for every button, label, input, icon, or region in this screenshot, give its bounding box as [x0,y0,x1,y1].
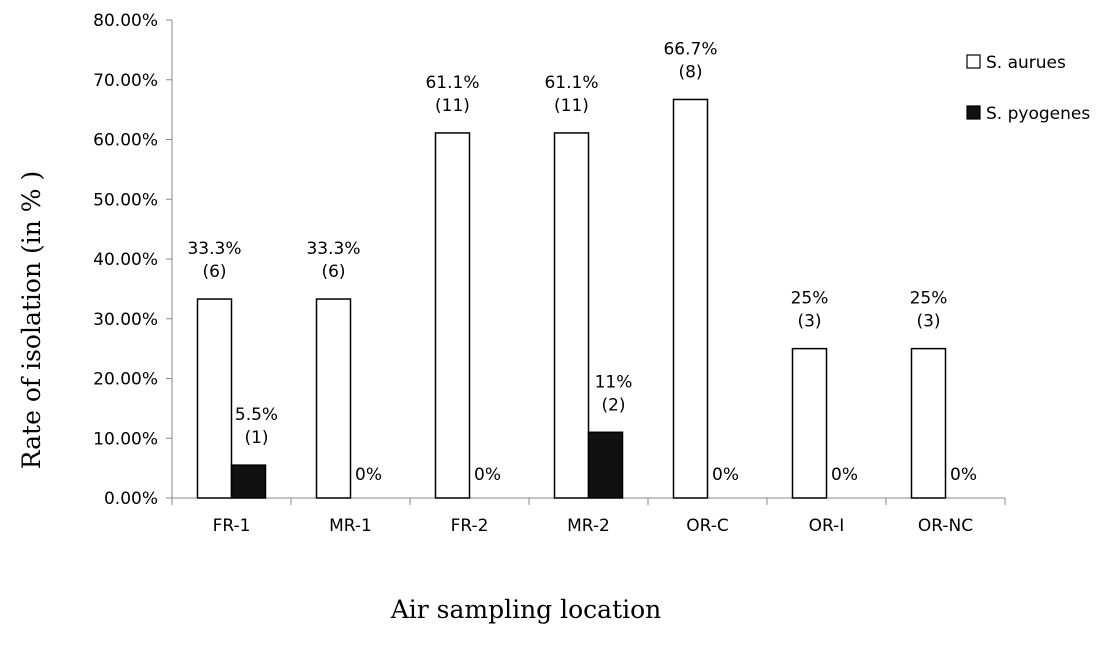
data-label-s-pyogenes-or-i: 0% [831,465,858,485]
y-tick-label: 50.00% [93,190,158,210]
y-tick-label: 20.00% [93,370,158,390]
bars [196,98,947,499]
data-label-s-pyogenes-mr-1: 0% [355,465,382,485]
data-label-s-pyogenes-mr-2: (2) [601,395,625,415]
data-label-s-pyogenes-mr-2: 11% [595,372,633,392]
data-label-s-aurues-or-i: (3) [797,312,821,332]
x-tick-label-or-c: OR-C [686,516,729,536]
legend-swatch-s-aurues [966,54,981,69]
data-label-s-aurues-fr-2: 61.1% [425,73,479,93]
data-label-s-aurues-or-nc: 25% [910,289,948,309]
legend-label-s-aurues: S. aurues [986,53,1066,73]
x-tick-label-fr-2: FR-2 [451,516,489,536]
x-tick-label-mr-1: MR-1 [329,516,372,536]
y-tick-label: 10.00% [93,429,158,449]
data-label-s-pyogenes-or-nc: 0% [950,465,977,485]
data-label-s-aurues-or-c: (8) [678,62,702,82]
data-label-s-pyogenes-fr-2: 0% [474,465,501,485]
y-axis-title: Rate of isolation (in % ) [17,171,46,470]
x-tick-label-fr-1: FR-1 [213,516,251,536]
bar-s-aurues-fr-1 [196,298,233,499]
data-label-s-pyogenes-or-c: 0% [712,465,739,485]
y-tick-label: 0.00% [104,489,158,509]
bar-s-aurues-or-i [791,347,828,499]
data-label-s-aurues-or-i: 25% [791,289,829,309]
y-tick-label: 30.00% [93,310,158,330]
y-tick-label: 60.00% [93,131,158,151]
data-label-s-aurues-mr-1: 33.3% [306,239,360,259]
data-label-s-aurues-mr-1: (6) [321,262,345,282]
bar-s-aurues-mr-2 [553,132,590,499]
bar-s-aurues-or-nc [910,347,947,499]
y-tick-label: 70.00% [93,71,158,91]
legend: S. aurues S. pyogenes [966,53,1090,124]
y-axis: 0.00% 10.00% 20.00% 30.00% 40.00% 50.00% 60.00… [93,11,173,509]
data-labels: 33.3% (6) 5.5% (1) 33.3% (6) 0% 61.1% (11) 0% 61.1… [187,39,977,485]
x-axis: FR-1 MR-1 FR-2 MR-2 OR-C OR-I OR-NC [171,497,1006,536]
bar-s-pyogenes-mr-2 [587,431,624,499]
data-label-s-aurues-fr-1: 33.3% [187,239,241,259]
bar-s-aurues-mr-1 [315,298,352,499]
data-label-s-aurues-mr-2: 61.1% [544,73,598,93]
x-tick-label-mr-2: MR-2 [567,516,610,536]
legend-label-s-pyogenes: S. pyogenes [986,104,1090,124]
data-label-s-aurues-mr-2: (11) [554,96,589,116]
bar-s-pyogenes-fr-1 [230,464,267,499]
data-label-s-aurues-fr-1: (6) [202,262,226,282]
bar-s-aurues-or-c [672,98,709,499]
bar-s-aurues-fr-2 [434,132,471,499]
x-tick-label-or-nc: OR-NC [918,516,973,536]
data-label-s-pyogenes-fr-1: 5.5% [235,405,278,425]
y-tick-label: 40.00% [93,250,158,270]
x-axis-title: Air sampling location [390,595,662,624]
data-label-s-pyogenes-fr-1: (1) [244,428,268,448]
data-label-s-aurues-fr-2: (11) [435,96,470,116]
data-label-s-aurues-or-c: 66.7% [663,39,717,59]
data-label-s-aurues-or-nc: (3) [916,312,940,332]
legend-swatch-s-pyogenes [966,105,981,120]
x-tick-label-or-i: OR-I [809,516,845,536]
y-tick-label: 80.00% [93,11,158,31]
